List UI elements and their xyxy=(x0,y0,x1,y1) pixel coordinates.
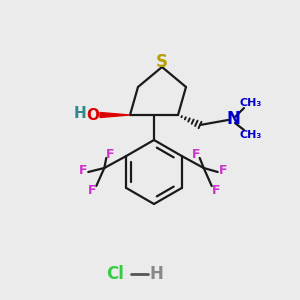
Text: F: F xyxy=(212,184,220,197)
Text: H: H xyxy=(149,265,163,283)
Text: N: N xyxy=(226,110,240,128)
Polygon shape xyxy=(100,112,130,118)
Text: S: S xyxy=(156,53,168,71)
Text: Cl: Cl xyxy=(106,265,124,283)
Text: CH₃: CH₃ xyxy=(240,98,262,108)
Text: F: F xyxy=(88,184,97,197)
Text: F: F xyxy=(218,164,227,178)
Text: O: O xyxy=(86,107,100,122)
Text: CH₃: CH₃ xyxy=(240,130,262,140)
Text: F: F xyxy=(79,164,88,178)
Text: F: F xyxy=(191,148,200,160)
Text: F: F xyxy=(106,148,115,160)
Text: H: H xyxy=(74,106,86,122)
